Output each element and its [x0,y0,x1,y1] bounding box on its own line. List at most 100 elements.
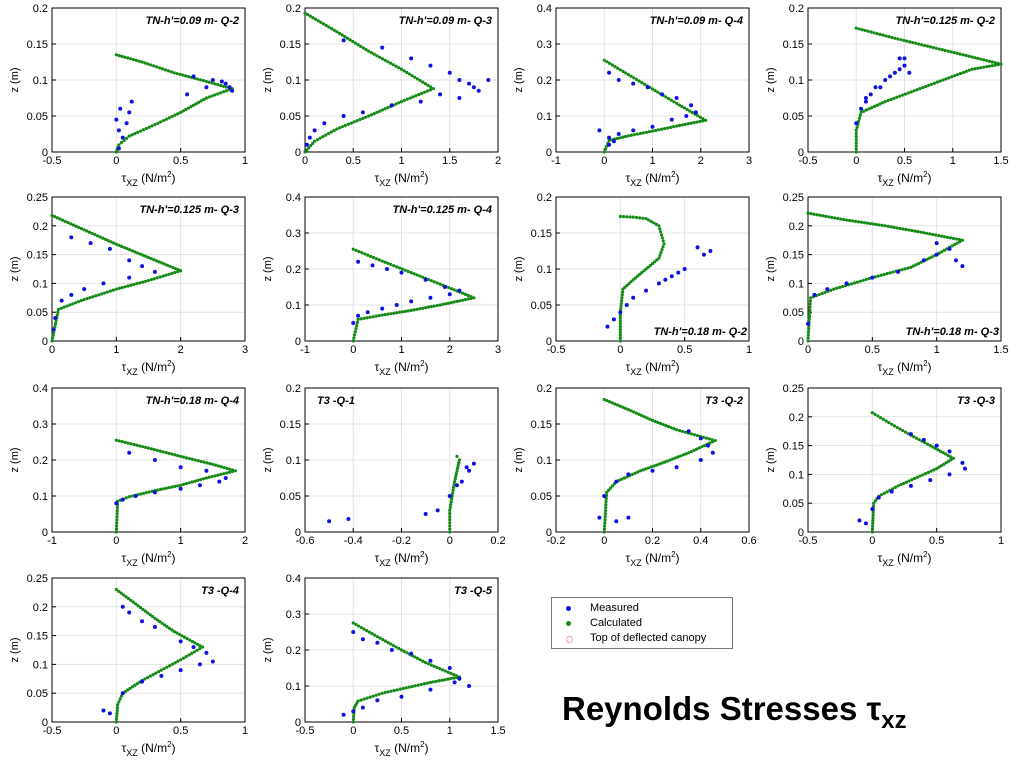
calculated-point [839,217,843,221]
calculated-point [168,664,172,668]
measured-point [127,110,132,115]
plot-frame [304,7,499,153]
calculated-point [151,673,155,677]
calculated-point [650,262,655,266]
calculated-point [703,443,707,448]
legend-box: Measured Calculated Top of deflected can… [551,597,733,649]
calculated-point [426,305,431,309]
y-tick-label: 0.2 [33,602,48,614]
calculated-point [603,509,608,513]
calculated-point [808,299,812,303]
measured-point [897,67,902,72]
calculated-point [618,333,622,337]
calculated-point [136,251,140,255]
calculated-point [406,269,410,274]
calculated-point [847,218,852,223]
x-label-close: ) [676,551,680,565]
calculated-point [940,250,944,254]
calculated-point [397,266,402,270]
y-axis-label: z (m) [262,67,274,92]
calculated-point [634,215,639,220]
calculated-point [944,461,948,465]
chart-panel-12: -0.5 0 0.5 100.050.10.150.20.25z (m)τXZ (N/… [765,383,1004,568]
calculated-point [806,333,810,337]
x-label-exponent: 2 [923,170,928,179]
calculated-point [170,114,174,119]
panel-title: TN-h'=0.09 m- Q-3 [399,15,492,27]
calculated-point [860,28,864,32]
calculated-point [654,222,658,226]
calculated-point [371,255,376,260]
calculated-point [374,257,379,261]
x-axis-label: τXZ (N/m2) [877,170,931,188]
measured-point [616,132,621,136]
calculated-point [149,447,154,451]
measured-point [953,258,958,263]
calculated-point [909,90,913,94]
calculated-point [187,75,191,79]
calculated-point [698,119,702,124]
calculated-point [452,676,456,680]
calculated-point [603,524,607,528]
calculated-point [130,685,135,689]
calculated-point [453,477,457,481]
calculated-point [659,233,664,237]
calculated-point [128,686,132,691]
y-tick-label: 0.2 [789,221,804,233]
measured-point [863,521,868,526]
x-label-subscript: XZ [379,558,391,568]
calculated-point [948,236,953,240]
measured-point [597,515,602,520]
x-tick-label: 0 [113,725,119,737]
measured-point [129,99,134,104]
calculated-point [184,456,189,460]
calculated-point [162,667,166,671]
calculated-point [74,224,78,228]
calculated-point [657,224,661,228]
plot-frame [807,196,1002,342]
calculated-point [190,651,194,656]
calculated-point [621,287,625,291]
calculated-point [615,136,619,141]
calculated-point [650,87,655,91]
calculated-point [341,125,345,129]
calculated-point [362,697,366,701]
calculated-point [367,630,371,634]
plot-frame [304,577,499,723]
plot-frame [555,196,750,342]
x-label-unit: (N/m [894,551,923,565]
y-tick-label: 0.2 [286,3,301,15]
calculated-point [144,491,148,495]
calculated-point [190,457,194,461]
x-label-subscript: XZ [379,178,391,188]
calculated-point [914,41,918,45]
measured-point [204,85,209,90]
calculated-point [129,442,133,446]
measured-point [227,85,232,90]
y-tick-label: 0.1 [537,111,552,123]
calculated-point [886,98,890,103]
calculated-point [359,317,363,321]
x-tick-label: -1 [300,344,310,356]
calculated-point [807,317,811,321]
measured-point [870,506,875,511]
calculated-point [52,330,56,334]
calculated-point [365,629,369,633]
calculated-point [129,57,133,61]
calculated-point [854,138,858,142]
calculated-point [50,213,54,218]
calculated-point [644,267,648,271]
calculated-point [196,459,200,463]
calculated-point [449,503,453,507]
calculated-point [911,264,916,268]
measured-point [857,518,862,523]
calculated-point [106,239,110,243]
calculated-point [448,505,452,510]
calculated-point [904,227,908,232]
measured-point [459,479,464,484]
calculated-point [114,53,118,57]
calculated-point [405,97,409,101]
x-label-unit: (N/m [138,171,167,185]
calculated-point [919,230,923,234]
calculated-point [658,253,662,257]
